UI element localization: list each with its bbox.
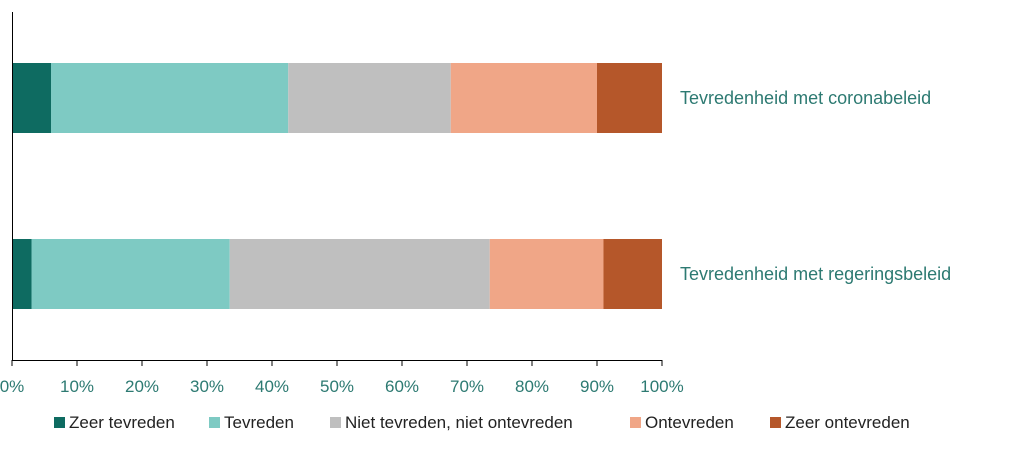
x-tick-label: 90% bbox=[580, 377, 614, 396]
bar-niet-tevreden-niet-ontevreden-2 bbox=[229, 239, 490, 309]
category-label: Tevredenheid met regeringsbeleid bbox=[680, 264, 951, 284]
bar-tevreden-2 bbox=[31, 239, 230, 309]
x-tick-label: 20% bbox=[125, 377, 159, 396]
legend-label-zeer-tevreden: Zeer tevreden bbox=[69, 413, 175, 432]
bar-niet-tevreden-niet-ontevreden-1 bbox=[288, 63, 451, 133]
x-tick-label: 100% bbox=[640, 377, 683, 396]
x-tick-label: 60% bbox=[385, 377, 419, 396]
category-labels-group: Tevredenheid met coronabeleid Tevredenhei… bbox=[680, 88, 951, 284]
legend-swatch-ontevreden bbox=[630, 417, 641, 428]
x-tick-label: 70% bbox=[450, 377, 484, 396]
legend-swatch-zeer-tevreden bbox=[54, 417, 65, 428]
legend-swatch-zeer-ontevreden bbox=[770, 417, 781, 428]
legend: Zeer tevreden Tevreden Niet tevreden, niet… bbox=[54, 413, 910, 432]
legend-label-zeer-ontevreden: Zeer ontevreden bbox=[785, 413, 910, 432]
legend-swatch-tevreden bbox=[209, 417, 220, 428]
bar-ontevreden-2 bbox=[489, 239, 604, 309]
legend-label-niet-tevreden-niet-ontevreden: Niet tevreden, niet ontevreden bbox=[345, 413, 573, 432]
x-tick-label: 30% bbox=[190, 377, 224, 396]
legend-swatch-niet-tevreden-niet-ontevreden bbox=[330, 417, 341, 428]
legend-label-ontevreden: Ontevreden bbox=[645, 413, 734, 432]
bar-zeer-tevreden-2 bbox=[12, 239, 32, 309]
x-ticks-group: 0% 10% 20% 30% 40% 50% 60% 70% 80% 90% 100% bbox=[0, 360, 684, 396]
x-tick-label: 50% bbox=[320, 377, 354, 396]
bar-tevreden-1 bbox=[51, 63, 289, 133]
bar-zeer-ontevreden-1 bbox=[597, 63, 662, 133]
bar-zeer-tevreden-1 bbox=[12, 63, 51, 133]
x-tick-label: 0% bbox=[0, 377, 24, 396]
x-tick-label: 10% bbox=[60, 377, 94, 396]
x-tick-label: 80% bbox=[515, 377, 549, 396]
legend-label-tevreden: Tevreden bbox=[224, 413, 294, 432]
bar-zeer-ontevreden-2 bbox=[603, 239, 662, 309]
bar-ontevreden-1 bbox=[450, 63, 597, 133]
bars-group bbox=[12, 63, 662, 309]
x-tick-label: 40% bbox=[255, 377, 289, 396]
category-label: Tevredenheid met coronabeleid bbox=[680, 88, 931, 108]
